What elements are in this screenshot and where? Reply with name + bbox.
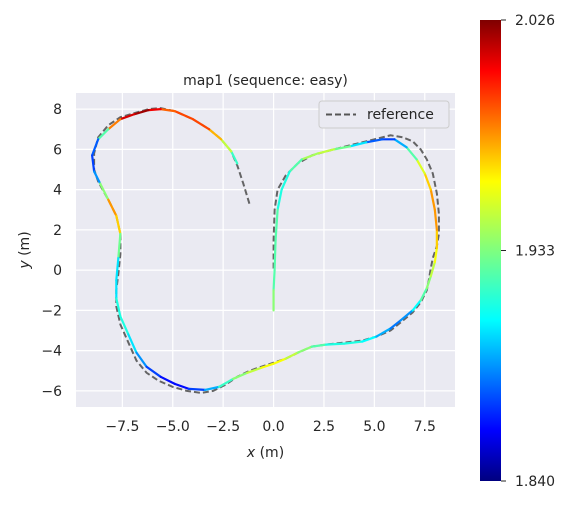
x-tick-label: 2.5 xyxy=(313,419,335,435)
y-axis-label: y (m) xyxy=(17,231,33,269)
estimate-segment xyxy=(232,371,249,380)
estimate-segment xyxy=(324,342,346,346)
x-tick-label: 5.0 xyxy=(363,419,385,435)
estimate-segment xyxy=(97,128,110,141)
estimate-segment xyxy=(429,188,436,211)
colorbar-tick-label: 2.026 xyxy=(515,13,555,29)
estimate-segment xyxy=(115,214,122,235)
estimate-segment xyxy=(272,269,276,292)
estimate-segment xyxy=(310,343,328,348)
estimate-segment xyxy=(389,319,402,330)
y-tick-label: −2 xyxy=(41,303,62,319)
estimate-segment xyxy=(433,208,438,231)
estimate-segment xyxy=(349,141,368,148)
estimate-segment xyxy=(220,138,233,153)
estimate-segment xyxy=(411,299,422,312)
estimate-segment xyxy=(365,138,384,144)
estimate-segment xyxy=(429,260,436,278)
x-tick-label: 7.5 xyxy=(414,419,436,435)
estimate-segment xyxy=(159,108,176,113)
estimate-segment xyxy=(284,351,299,360)
estimate-segment xyxy=(425,275,432,290)
estimate-segment xyxy=(173,110,195,121)
estimated-trajectory xyxy=(91,108,438,391)
plot-area xyxy=(76,93,455,407)
x-axis-label: x (m) xyxy=(246,445,284,461)
estimate-segment xyxy=(288,158,303,173)
colorbar-ticks: 1.840 1.933 2.026 xyxy=(501,13,555,490)
reference-line xyxy=(93,107,440,394)
estimate-segment xyxy=(119,315,130,336)
x-tick-label: 0.0 xyxy=(262,419,284,435)
estimate-segment xyxy=(405,146,418,161)
y-tick-labels: −6 −4 −2 0 2 4 6 8 xyxy=(41,102,62,400)
estimate-segment xyxy=(173,382,190,390)
estimate-segment xyxy=(115,256,120,282)
estimate-segment xyxy=(91,138,100,157)
y-tick-label: 2 xyxy=(53,223,62,239)
estimate-segment xyxy=(207,128,223,141)
estimate-segment xyxy=(246,366,263,374)
estimate-segment xyxy=(274,208,279,242)
legend-box xyxy=(318,100,450,129)
x-tick-label: −7.5 xyxy=(105,419,139,435)
estimate-segment xyxy=(135,351,148,368)
y-tick-label: 4 xyxy=(53,183,62,199)
estimate-segment xyxy=(218,377,235,388)
estimate-segment xyxy=(273,238,277,272)
estimate-segment xyxy=(419,287,428,302)
reference-trajectory xyxy=(93,107,440,394)
y-tick-label: 6 xyxy=(53,142,62,158)
estimate-segment xyxy=(91,154,96,173)
estimate-segment xyxy=(399,309,414,322)
colorbar-tick-label: 1.933 xyxy=(515,244,555,260)
estimate-segment xyxy=(93,170,102,185)
estimate-segment xyxy=(296,345,313,354)
colorbar-tick-label: 1.840 xyxy=(515,474,555,490)
y-tick-label: −6 xyxy=(41,384,62,400)
estimate-segment xyxy=(300,152,320,161)
colorbar-gradient xyxy=(480,20,501,481)
x-tick-labels: −7.5 −5.0 −2.5 0.0 2.5 5.0 7.5 xyxy=(105,419,436,435)
estimate-segment xyxy=(230,150,239,165)
grid-lines xyxy=(76,93,455,407)
estimate-segment xyxy=(332,145,352,151)
estimate-segment xyxy=(191,118,211,131)
legend: reference xyxy=(318,100,450,129)
x-tick-label: −5.0 xyxy=(156,419,190,435)
estimate-segment xyxy=(260,362,275,369)
estimate-segment xyxy=(99,182,110,201)
estimate-segment xyxy=(415,158,426,175)
estimate-segment xyxy=(107,118,122,131)
estimate-segment xyxy=(107,198,118,217)
estimate-segment xyxy=(117,232,122,260)
y-tick-label: 8 xyxy=(53,102,62,118)
estimate-segment xyxy=(316,148,336,155)
estimate-segment xyxy=(393,138,408,149)
chart-title: map1 (sequence: easy) xyxy=(183,73,348,89)
estimate-segment xyxy=(272,357,287,365)
estimate-segment xyxy=(119,113,136,121)
estimate-segment xyxy=(145,365,162,378)
estimate-segment xyxy=(276,188,283,211)
estimate-segment xyxy=(203,385,221,391)
colorbar: 1.840 1.933 2.026 xyxy=(480,13,555,490)
estimate-segment xyxy=(187,387,207,391)
estimate-segment xyxy=(115,297,122,318)
estimate-segment xyxy=(133,109,150,116)
y-tick-label: 0 xyxy=(53,263,62,279)
estimate-segment xyxy=(343,340,364,345)
estimate-segment xyxy=(127,333,138,354)
estimate-segment xyxy=(361,335,378,343)
estimate-segment xyxy=(159,375,176,385)
y-tick-label: −4 xyxy=(41,344,62,360)
estimate-segment xyxy=(423,172,432,191)
estimate-segment xyxy=(433,246,438,264)
estimate-segment xyxy=(280,170,291,191)
legend-reference-label: reference xyxy=(367,107,434,123)
x-tick-label: −2.5 xyxy=(206,419,240,435)
estimate-segment xyxy=(375,327,392,338)
estimate-segment xyxy=(147,108,162,112)
